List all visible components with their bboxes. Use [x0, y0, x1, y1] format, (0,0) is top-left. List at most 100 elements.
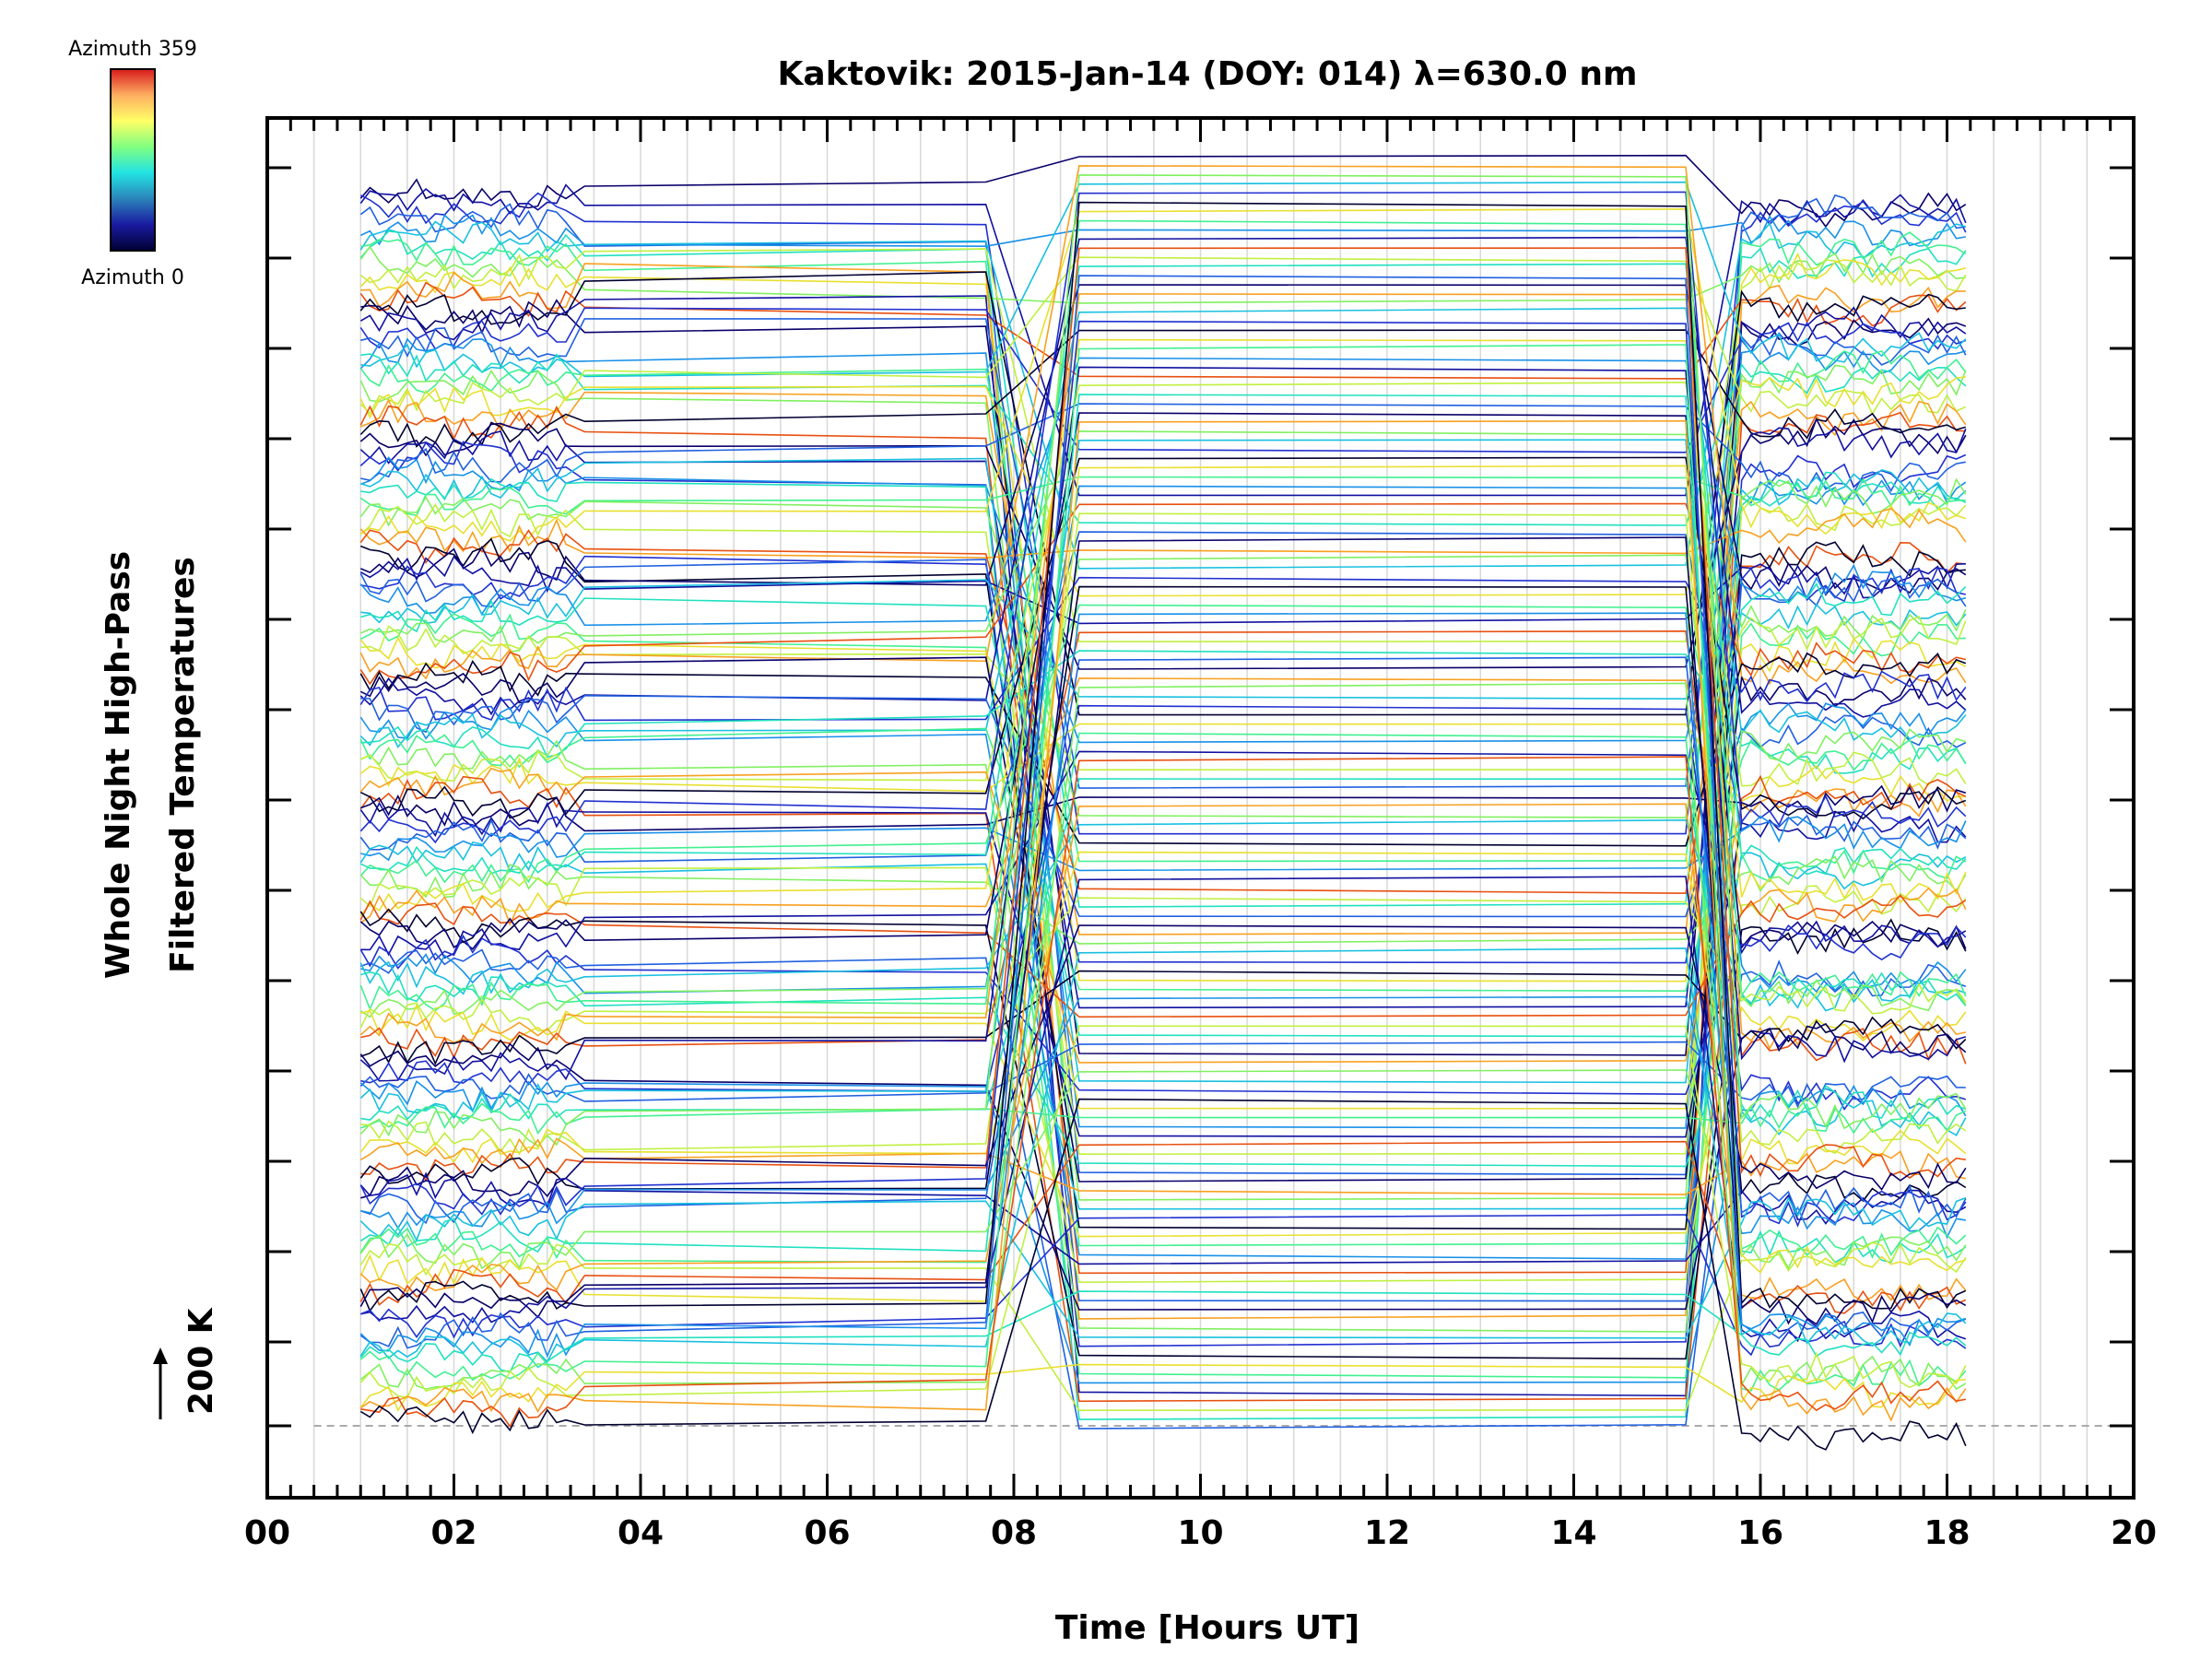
- series-line: [360, 694, 1967, 918]
- series-line: [359, 263, 1967, 876]
- colorbar-swatch: [110, 68, 156, 252]
- series-line: [359, 855, 1967, 945]
- x-tick-label: 04: [618, 1514, 664, 1552]
- series-line: [360, 656, 1967, 1225]
- series-line: [360, 299, 1967, 1056]
- series-line: [359, 1196, 1967, 1339]
- series-line: [359, 419, 1967, 1422]
- series-line: [359, 465, 1966, 1302]
- y-axis-label-line2: Filtered Temperatures: [164, 557, 202, 973]
- series-line: [359, 897, 1967, 1032]
- series-line: [359, 1363, 1966, 1412]
- series-line: [359, 1041, 1966, 1109]
- x-tick-label: 18: [1924, 1514, 1970, 1552]
- series-line: [359, 656, 1967, 1182]
- series-line: [360, 471, 1967, 1420]
- series-line: [360, 231, 1967, 1247]
- series-line: [360, 263, 1966, 1320]
- colorbar: Azimuth 359 Azimuth 0: [68, 38, 197, 289]
- series-line: [359, 456, 1967, 820]
- series-line: [359, 947, 1967, 1363]
- series-line: [359, 329, 1967, 448]
- series-line: [360, 403, 1966, 494]
- series-line: [359, 612, 1967, 1359]
- series-line: [360, 995, 1966, 1240]
- series-line: [360, 247, 1966, 1182]
- series-line: [359, 894, 1967, 1018]
- series-line: [359, 677, 1967, 926]
- series-line: [359, 924, 1967, 1096]
- series-line: [359, 281, 1967, 380]
- series-line: [359, 476, 1966, 517]
- series-line: [359, 851, 1967, 1165]
- series-line: [359, 191, 1967, 844]
- series-line: [359, 536, 1967, 1325]
- series-line: [359, 245, 1966, 304]
- series-line: [359, 477, 1967, 819]
- series-line: [359, 364, 1967, 1201]
- scale-label: 200 K: [182, 1307, 220, 1415]
- series-line: [359, 412, 1967, 950]
- series-line: [359, 183, 1967, 497]
- series-line: [359, 275, 1967, 1349]
- series-line: [359, 405, 1966, 1275]
- series-line: [359, 441, 1967, 1347]
- series-line: [359, 229, 1967, 908]
- series-line: [359, 1025, 1967, 1399]
- series-line: [359, 1290, 1967, 1373]
- x-axis-label: Time [Hours UT]: [1055, 1609, 1359, 1647]
- series-line: [359, 732, 1967, 1264]
- series-line: [359, 866, 1967, 1284]
- colorbar-bottom-label: Azimuth 0: [81, 266, 184, 289]
- series-line: [360, 1102, 1967, 1135]
- series-line: [359, 427, 1967, 1009]
- series-line: [359, 271, 1966, 716]
- series-line: [359, 728, 1967, 1333]
- series-line: [360, 756, 1966, 1429]
- series-line: [359, 803, 1967, 1303]
- series-line: [359, 236, 1967, 718]
- series-line: [360, 970, 1967, 1065]
- series-line: [359, 636, 1967, 1110]
- x-tick-label: 06: [804, 1514, 850, 1552]
- x-tick-label: 14: [1550, 1514, 1596, 1552]
- series-line: [360, 948, 1967, 1430]
- series-line: [359, 338, 1967, 917]
- series-line: [359, 320, 1967, 1228]
- series-line: [360, 924, 1967, 1199]
- series-line: [359, 1098, 1967, 1451]
- grid: [312, 118, 2134, 1498]
- series-line: [360, 615, 1967, 771]
- series-line: [359, 727, 1967, 993]
- series-line: [360, 318, 1967, 789]
- x-tick-label: 00: [244, 1514, 290, 1552]
- series-line: [359, 498, 1967, 1156]
- series-line: [359, 652, 1967, 847]
- series-line: [359, 1022, 1967, 1311]
- series-line: [359, 293, 1966, 1051]
- x-tick-label: 16: [1737, 1514, 1783, 1552]
- x-tick-label: 08: [991, 1514, 1037, 1552]
- series-line: [360, 181, 1967, 378]
- series-line: [359, 417, 1967, 670]
- series-line: [359, 357, 1967, 627]
- series-line: [360, 353, 1967, 526]
- series-line: [360, 815, 1967, 872]
- x-tick-label: 02: [430, 1514, 477, 1552]
- series-line: [359, 307, 1967, 748]
- series-line: [359, 529, 1966, 895]
- chart-title: Kaktovik: 2015-Jan-14 (DOY: 014) λ=630.0…: [778, 55, 1638, 93]
- series-line: [359, 252, 1966, 982]
- series-line: [359, 559, 1967, 1302]
- series-line: [359, 194, 1966, 1176]
- series-group: [359, 154, 1967, 1451]
- series-line: [359, 344, 1967, 1392]
- series-line: [359, 1080, 1967, 1384]
- series-line: [359, 284, 1967, 594]
- series-line: [360, 750, 1967, 959]
- series-line: [360, 555, 1966, 964]
- series-line: [359, 723, 1966, 803]
- series-line: [359, 554, 1967, 1018]
- series-line: [359, 1241, 1967, 1412]
